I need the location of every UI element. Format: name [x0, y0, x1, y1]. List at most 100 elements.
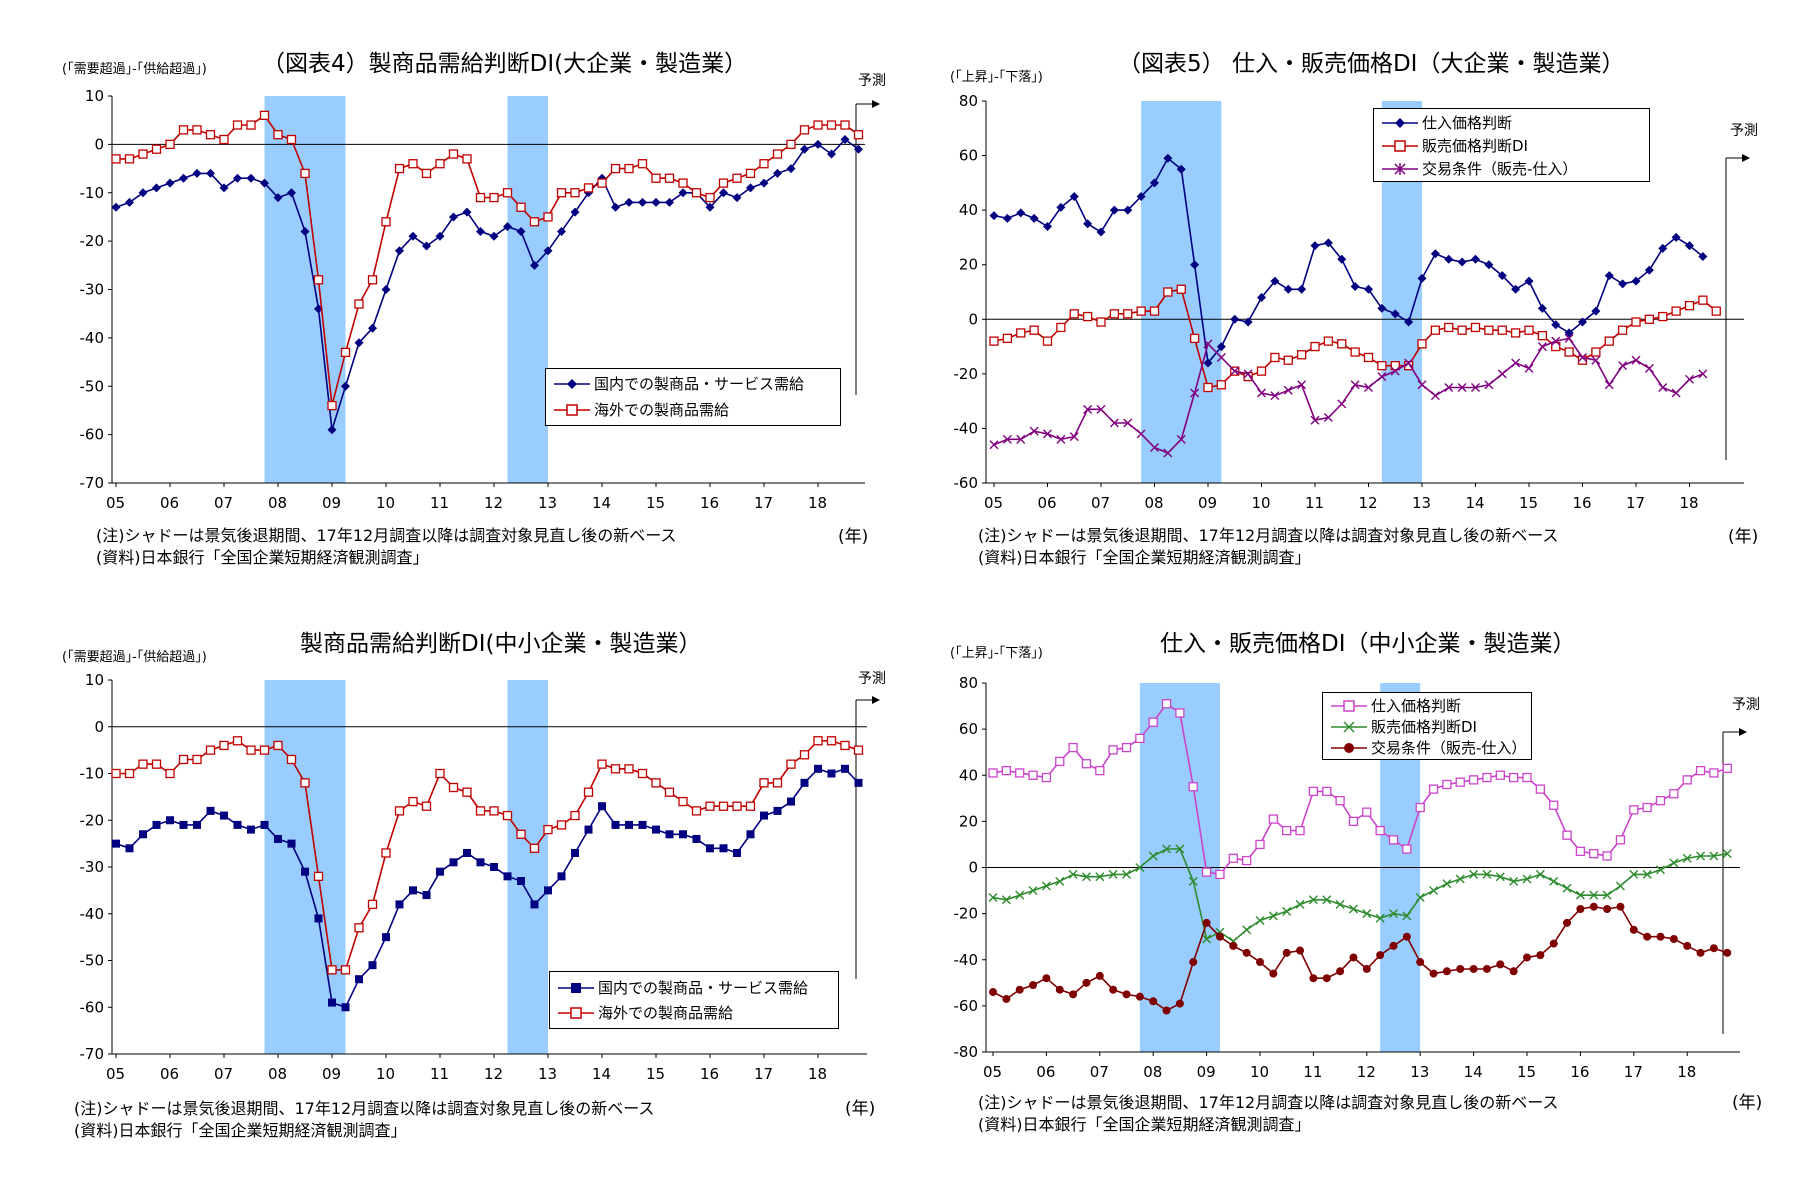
data-point	[1471, 383, 1480, 392]
data-point	[1323, 413, 1333, 423]
data-point	[705, 192, 715, 203]
note-shadow: (注)シャドーは景気後退期間、17年12月調査以降は調査対象見直し後の新ベース	[978, 1093, 1559, 1112]
forecast-arrowhead	[872, 100, 880, 108]
data-point	[719, 188, 728, 198]
data-point	[1604, 380, 1614, 390]
data-point	[1389, 941, 1398, 950]
x-tick-label: 13	[538, 1065, 557, 1083]
data-point	[665, 830, 674, 839]
data-point	[1644, 363, 1654, 373]
data-point	[637, 768, 648, 779]
data-point	[178, 125, 189, 135]
x-tick-label: 14	[592, 494, 611, 512]
data-point	[409, 886, 417, 895]
data-point	[476, 226, 485, 236]
data-point	[1069, 990, 1078, 999]
data-point	[354, 338, 364, 348]
x-tick-label: 05	[106, 494, 125, 512]
y-tick-label: -20	[80, 811, 105, 829]
y-tick-label: -50	[80, 377, 105, 395]
x-tick-label: 10	[1250, 1063, 1269, 1081]
data-point	[1417, 273, 1427, 283]
data-point	[638, 820, 647, 829]
legend: 国内での製商品・サービス需給 海外での製商品需給	[549, 971, 839, 1029]
data-point	[394, 806, 405, 816]
data-point	[1268, 911, 1278, 921]
data-point	[746, 830, 755, 839]
y-tick-label: 40	[959, 766, 978, 784]
data-point	[1404, 317, 1414, 327]
data-point	[1163, 153, 1173, 163]
data-point	[139, 830, 147, 839]
data-point	[1095, 872, 1105, 882]
x-tick-label: 14	[1464, 1063, 1483, 1081]
data-point	[1377, 303, 1387, 313]
data-point	[1591, 306, 1601, 316]
data-point	[247, 825, 255, 834]
data-point	[1629, 869, 1639, 879]
data-point	[1308, 895, 1318, 905]
data-point	[1043, 429, 1052, 439]
data-point	[1455, 874, 1465, 884]
data-point	[1201, 867, 1212, 877]
data-point	[1283, 284, 1293, 294]
data-point	[1243, 371, 1253, 382]
data-point	[1417, 380, 1427, 390]
data-point	[1671, 388, 1681, 398]
data-point	[1562, 830, 1572, 840]
data-point	[570, 810, 580, 821]
data-point	[692, 834, 701, 843]
data-point	[179, 173, 188, 183]
data-point	[1015, 985, 1024, 994]
data-point	[341, 381, 350, 391]
data-point	[259, 110, 270, 120]
data-point	[1136, 429, 1146, 439]
data-point	[462, 154, 472, 164]
data-point	[246, 745, 256, 755]
data-point	[1029, 426, 1039, 436]
data-point	[1429, 969, 1438, 978]
data-point	[1429, 886, 1439, 896]
data-point	[1243, 369, 1253, 379]
data-point	[125, 197, 134, 207]
data-point	[1430, 249, 1440, 259]
x-tick-label: 09	[322, 494, 341, 512]
data-point	[286, 754, 297, 765]
y-tick-label: 10	[85, 87, 104, 105]
y-tick-label: 80	[959, 674, 978, 692]
data-point	[1457, 383, 1467, 392]
data-point	[1631, 276, 1641, 286]
data-point	[435, 159, 445, 169]
data-point	[1176, 164, 1186, 174]
data-point	[1442, 779, 1452, 790]
data-point	[300, 168, 310, 179]
data-point	[1656, 932, 1665, 941]
data-point	[529, 217, 540, 227]
forecast-arrowhead	[1739, 728, 1747, 736]
data-point	[706, 844, 714, 853]
data-point	[206, 806, 215, 815]
data-point	[516, 226, 526, 236]
data-point	[826, 120, 837, 130]
recession-shading	[507, 680, 548, 1054]
legend-label: 交易条件（販売-仕入）	[1422, 160, 1578, 178]
data-point	[1123, 309, 1133, 319]
x-tick-label: 18	[1680, 494, 1699, 512]
data-point	[327, 965, 337, 975]
x-tick-label: 06	[1038, 494, 1057, 512]
data-point	[1350, 380, 1360, 390]
data-point	[826, 736, 837, 746]
data-point	[1723, 948, 1732, 957]
data-point	[556, 188, 567, 198]
forecast-label: 予測	[858, 73, 886, 89]
data-point	[1296, 350, 1307, 360]
x-tick-label: 17	[754, 1065, 773, 1083]
data-point	[1136, 192, 1146, 201]
y-tick-label: 10	[85, 671, 104, 689]
data-point	[1589, 849, 1599, 859]
x-tick-label: 17	[1624, 1063, 1643, 1081]
data-point	[664, 787, 675, 797]
y-axis-unit: (｢上昇｣-｢下落｣)	[950, 646, 1043, 661]
data-point	[625, 820, 633, 829]
